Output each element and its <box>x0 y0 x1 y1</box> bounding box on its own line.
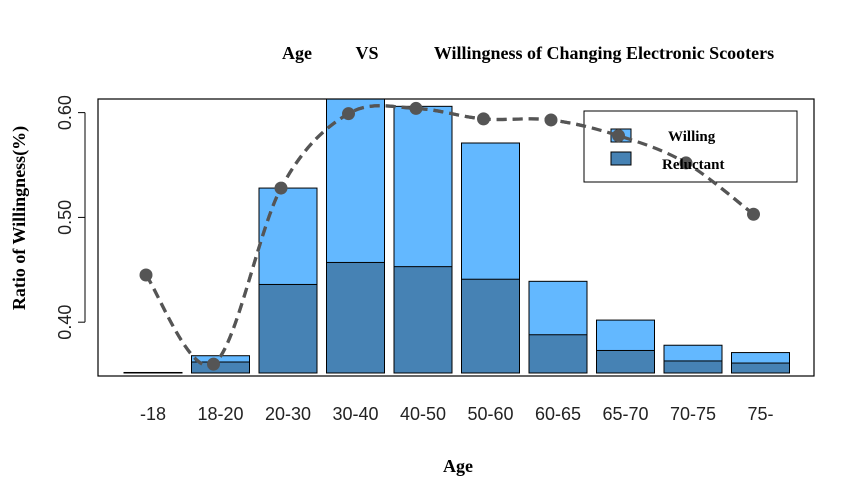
ratio-point <box>409 101 423 115</box>
bar-reluctant <box>393 266 453 374</box>
x-axis-title: Age <box>443 456 473 476</box>
y-tick-label: 0.50 <box>55 200 75 235</box>
bar-reluctant <box>731 362 790 374</box>
ratio-line-path <box>144 104 755 368</box>
legend-label-willing: Willing <box>668 129 716 145</box>
x-tick-label: 40-50 <box>400 404 446 424</box>
bar-reluctant <box>461 278 520 374</box>
x-tick-label: 60-65 <box>535 404 581 424</box>
y-tick-label: 0.40 <box>55 305 75 340</box>
x-tick-label: -18 <box>140 404 166 424</box>
bar-willing <box>123 371 183 374</box>
ratio-point <box>544 113 558 127</box>
x-tick-label: 75- <box>747 404 773 424</box>
ratio-line-overlay <box>139 101 760 371</box>
x-axis-tick-labels: -18 18-20 20-30 30-40 40-50 50-60 60-65 65-70 70… <box>140 404 774 424</box>
bar-reluctant <box>326 261 385 374</box>
x-tick-label: 70-75 <box>670 404 716 424</box>
ratio-point <box>342 107 355 121</box>
bar-reluctant <box>663 360 723 374</box>
legend-swatch-reluctant <box>610 151 632 166</box>
chart-title-part-1: Age <box>282 43 312 63</box>
bar-reluctant <box>258 283 318 374</box>
x-tick-label: 20-30 <box>265 404 311 424</box>
legend <box>583 110 798 183</box>
ratio-point <box>747 207 760 221</box>
bar-reluctant <box>191 361 250 374</box>
plot-frame <box>97 98 815 377</box>
ratio-point <box>477 112 490 126</box>
x-tick-label: 50-60 <box>467 404 513 424</box>
ratio-point <box>274 181 288 195</box>
legend-labels: Willing Reluctant <box>662 129 725 173</box>
bar-reluctant <box>528 334 588 374</box>
y-axis-title: Ratio of Willingness(%) <box>9 126 30 310</box>
bar-reluctant <box>596 349 655 374</box>
x-tick-label: 65-70 <box>602 404 648 424</box>
ratio-point <box>612 129 625 143</box>
x-tick-label: 30-40 <box>332 404 378 424</box>
ratio-point <box>679 156 693 170</box>
x-tick-label: 18-20 <box>197 404 243 424</box>
chart-title-part-3: Willingness of Changing Electronic Scoot… <box>434 43 774 63</box>
chart-title-part-2: VS <box>355 43 378 63</box>
ratio-point <box>139 268 153 282</box>
y-tick-label: 0.60 <box>55 95 75 130</box>
legend-box <box>583 110 798 183</box>
legend-label-reluctant: Reluctant <box>662 157 725 173</box>
y-axis: 0.40 0.50 0.60 <box>55 95 86 340</box>
ratio-point <box>207 357 220 371</box>
